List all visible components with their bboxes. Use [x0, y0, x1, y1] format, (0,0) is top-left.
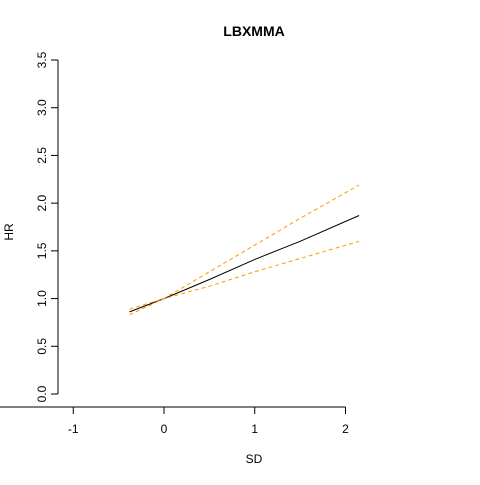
x-axis-label: SD — [246, 452, 263, 466]
y-axis-label: HR — [2, 223, 16, 241]
series-line-estimate — [129, 215, 360, 313]
y-tick-label: 2.0 — [35, 194, 49, 211]
x-tick-label: 1 — [251, 422, 258, 436]
x-tick-label: -1 — [68, 422, 79, 436]
x-tick-label: 2 — [342, 422, 349, 436]
series-line-lower — [129, 240, 360, 316]
series-lines — [129, 184, 360, 316]
y-tick-label: 3.0 — [35, 99, 49, 116]
y-tick-label: 1.5 — [35, 242, 49, 259]
x-tick-label: 0 — [161, 422, 168, 436]
y-tick-label: 3.5 — [35, 51, 49, 68]
y-tick-label: 0.5 — [35, 338, 49, 355]
series-line-upper — [129, 184, 360, 310]
y-tick-label: 0.0 — [35, 385, 49, 402]
y-tick-label: 2.5 — [35, 147, 49, 164]
y-tick-label: 1.0 — [35, 290, 49, 307]
chart-title: LBXMMA — [223, 23, 284, 39]
